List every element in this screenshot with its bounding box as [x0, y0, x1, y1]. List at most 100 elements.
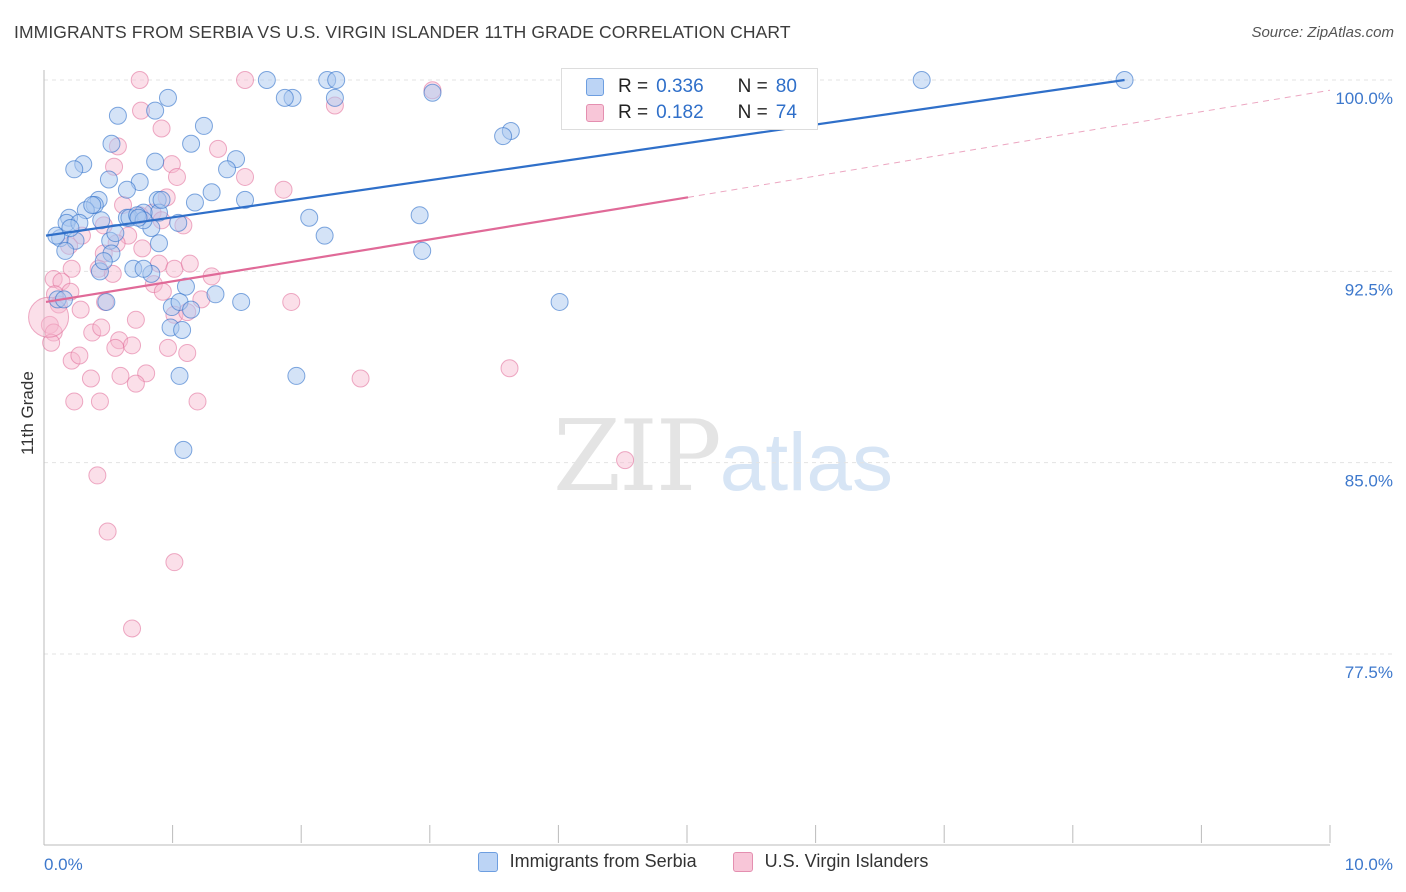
source-label: Source: ZipAtlas.com [1251, 24, 1394, 41]
serbia-point [146, 152, 165, 171]
serbia-point [117, 180, 136, 199]
r-label: R = [618, 102, 649, 123]
virgin-islanders-point [153, 282, 172, 301]
serbia-point [94, 252, 113, 271]
virgin-islanders-point [180, 254, 199, 273]
serbia-point [169, 213, 188, 232]
legend-row-serbia: R = 0.336 N = 80 [586, 74, 797, 100]
serbia-point [413, 241, 432, 260]
virgin-islanders-point [236, 167, 255, 186]
serbia-point [174, 440, 193, 459]
virgin-islanders-point [152, 119, 171, 138]
serbia-swatch [586, 78, 604, 96]
serbia-point [102, 134, 121, 153]
serbia-point [300, 208, 319, 227]
virgin-islanders-legend-swatch [732, 851, 753, 872]
serbia-point [92, 211, 111, 230]
virgin-islanders-point [209, 139, 228, 158]
serbia-point [65, 160, 84, 179]
serbia-point [158, 88, 177, 107]
virgin-islanders-point [106, 338, 125, 357]
n-label: N = [737, 102, 768, 123]
n-value: 80 [775, 76, 797, 97]
serbia-point [327, 71, 346, 89]
serbia-point [83, 196, 102, 215]
serbia-point [315, 226, 334, 245]
y-tick-label: 77.5% [1345, 663, 1393, 682]
serbia-legend-label: Immigrants from Serbia [509, 851, 697, 871]
series-legend: Immigrants from Serbia U.S. Virgin Islan… [0, 851, 1406, 872]
serbia-point [56, 241, 75, 260]
serbia-point [108, 106, 127, 125]
r-value: 0.336 [656, 76, 704, 97]
virgin-islanders-point [167, 167, 186, 186]
virgin-islanders-point [351, 369, 370, 388]
serbia-point [170, 366, 189, 385]
virgin-islanders-point [98, 522, 117, 541]
virgin-islanders-point [71, 300, 90, 319]
x-tick-label: 0.0% [44, 855, 83, 874]
virgin-islanders-point [123, 619, 142, 638]
serbia-point [218, 160, 237, 179]
n-label: N = [737, 76, 768, 97]
virgin-islanders-trend-extension [687, 89, 1331, 198]
y-tick-label: 85.0% [1345, 472, 1393, 491]
virgin-islanders-point [62, 259, 81, 278]
virgin-islanders-point [165, 259, 184, 278]
virgin-islanders-point [236, 71, 255, 89]
virgin-islanders-point [126, 374, 145, 393]
virgin-islanders-point [616, 451, 635, 470]
serbia-point [146, 101, 165, 120]
virgin-islanders-point [500, 359, 519, 378]
serbia-point [410, 206, 429, 225]
serbia-trend-line [45, 78, 1125, 237]
serbia-legend-swatch [477, 851, 498, 872]
serbia-point [257, 71, 276, 89]
virgin-islanders-point [158, 338, 177, 357]
n-value: 74 [775, 102, 797, 123]
watermark-zip: ZIP [553, 400, 722, 514]
virgin-islanders-legend-label: U.S. Virgin Islanders [764, 851, 929, 871]
serbia-point [182, 134, 201, 153]
virgin-islanders-point [133, 239, 152, 258]
virgin-islanders-point [126, 310, 145, 329]
y-tick-label: 100.0% [1335, 89, 1393, 108]
virgin-islanders-point [65, 392, 84, 411]
legend-row-virgin-islanders: R = 0.182 N = 74 [586, 100, 797, 126]
serbia-point [194, 116, 213, 135]
serbia-point [494, 127, 513, 146]
r-label: R = [618, 76, 649, 97]
chart-title: IMMIGRANTS FROM SERBIA VS U.S. VIRGIN IS… [14, 22, 791, 42]
virgin-islanders-swatch [586, 104, 604, 122]
serbia-point [173, 321, 192, 340]
virgin-islanders-point [188, 392, 207, 411]
serbia-point [99, 170, 118, 189]
serbia-point [152, 190, 171, 209]
serbia-point [134, 259, 153, 278]
serbia-point [182, 300, 201, 319]
watermark: ZIPatlas [553, 400, 893, 514]
serbia-point [202, 183, 221, 202]
serbia-point [236, 190, 255, 209]
virgin-islanders-point [42, 333, 61, 352]
serbia-point [275, 88, 294, 107]
virgin-islanders-point [90, 392, 109, 411]
virgin-islanders-point [282, 292, 301, 311]
virgin-islanders-point [165, 553, 184, 572]
y-tick-label: 92.5% [1345, 280, 1393, 299]
virgin-islanders-point [123, 336, 142, 355]
virgin-islanders-point [81, 369, 100, 388]
serbia-point [325, 88, 344, 107]
virgin-islanders-point [130, 71, 149, 89]
virgin-islanders-point [83, 323, 102, 342]
stats-legend: R = 0.336 N = 80 R = 0.182 N = 74 [561, 68, 818, 130]
serbia-point [97, 292, 116, 311]
legend-item-virgin-islanders[interactable]: U.S. Virgin Islanders [732, 851, 929, 872]
serbia-point [550, 292, 569, 311]
virgin-islanders-point [111, 366, 130, 385]
legend-item-serbia[interactable]: Immigrants from Serbia [477, 851, 697, 872]
serbia-point [287, 366, 306, 385]
r-value: 0.182 [656, 102, 704, 123]
virgin-islanders-point [178, 343, 197, 362]
